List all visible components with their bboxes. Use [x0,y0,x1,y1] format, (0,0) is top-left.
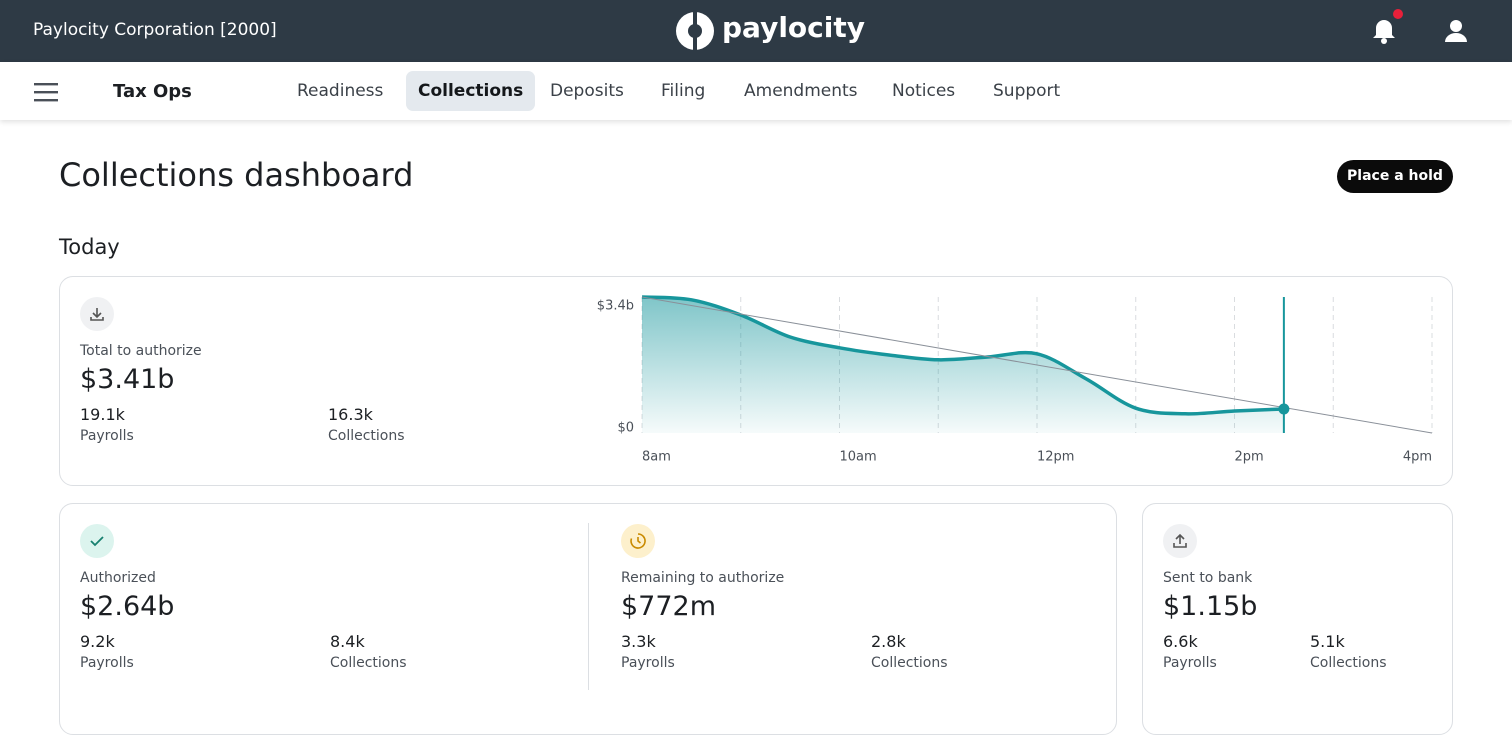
metric-icon [80,524,114,558]
stat-label: Payrolls [80,655,134,671]
user-icon[interactable] [1443,18,1469,44]
nav-tab[interactable]: Amendments [744,81,858,101]
metric-amount: $2.64b [80,591,175,622]
stat-value: 19.1k [80,405,125,424]
stat-label: Collections [328,428,405,444]
x-tick-label: 10am [840,450,877,465]
stat-label: Payrolls [621,655,675,671]
top-bar: Paylocity Corporation [2000] paylocity [0,0,1512,62]
metric-icon [621,524,655,558]
nav-tab[interactable]: Support [993,81,1061,101]
metric-label: Remaining to authorize [621,570,785,586]
metric-amount: $3.41b [80,364,175,395]
stat-value: 6.6k [1163,632,1198,651]
stat-label: Collections [330,655,407,671]
x-tick-label: 4pm [1403,450,1432,465]
metric-label: Authorized [80,570,156,586]
chart: $3.4b $0 8am 10am 12pm 2pm 4pm [597,295,1433,465]
stat-value: 9.2k [80,632,115,651]
notifications-icon[interactable] [1370,8,1404,44]
stat-value: 5.1k [1310,632,1345,651]
place-hold-button[interactable]: Place a hold [1337,160,1453,193]
metric-amount: $772m [621,591,717,622]
stat-label: Collections [871,655,948,671]
divider [588,523,589,690]
metric-label: Sent to bank [1163,570,1253,586]
y-tick-label: $3.4b [597,299,634,314]
stat-label: Collections [1310,655,1387,671]
now-point [1278,403,1290,415]
x-tick-label: 8am [642,450,671,465]
x-tick-label: 2pm [1235,450,1264,465]
stat-value: 3.3k [621,632,656,651]
x-tick-label: 12pm [1037,450,1074,465]
nav-tab[interactable]: Readiness [297,81,384,101]
stat-value: 2.8k [871,632,906,651]
metric-label: Total to authorize [80,343,202,359]
y-tick-label: $0 [617,421,634,436]
stat-value: 8.4k [330,632,365,651]
metric-icon [1163,524,1197,558]
period-heading: Today [59,235,120,259]
metric-amount: $1.15b [1163,591,1258,622]
nav-bar: Tax Ops Readiness Collections Deposits Fili… [0,62,1512,120]
nav-tab[interactable]: Deposits [550,81,624,101]
area [642,297,1284,433]
company-name[interactable]: Paylocity Corporation [2000] [33,20,277,40]
line [641,295,1284,416]
logo-text: paylocity [722,11,865,44]
nav-tab[interactable]: Notices [892,81,956,101]
section-name: Tax Ops [113,81,192,102]
nav-tab[interactable]: Collections [406,71,536,111]
logo-icon [676,12,714,50]
nav-tab[interactable]: Filing [661,81,706,101]
stat-value: 16.3k [328,405,373,424]
stat-label: Payrolls [1163,655,1217,671]
menu-icon[interactable] [34,81,58,103]
page-title: Collections dashboard [59,156,414,194]
stat-label: Payrolls [80,428,134,444]
trend-line [641,296,1433,434]
metric-icon [80,297,114,331]
